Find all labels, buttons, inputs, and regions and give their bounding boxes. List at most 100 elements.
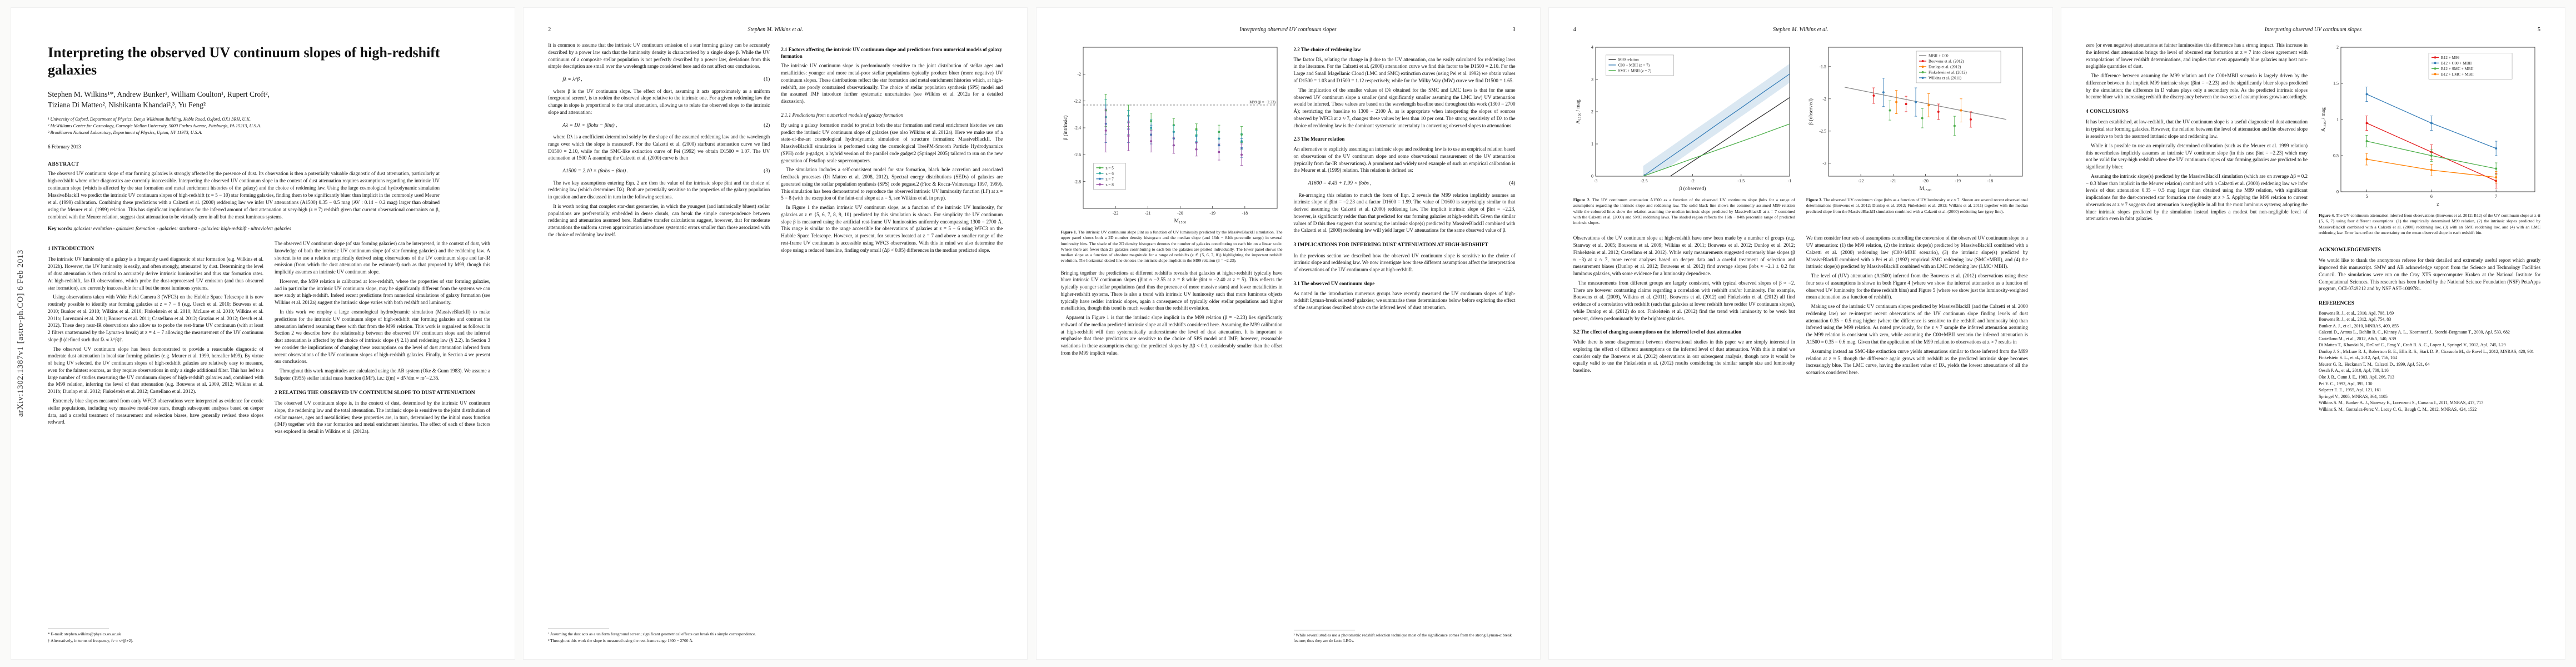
svg-text:-2: -2 [1077, 72, 1081, 77]
page-number: 2 [548, 27, 551, 33]
figure-label: Figure 3. [1806, 197, 1823, 202]
section-heading: 2 RELATING THE OBSERVED UV CONTINUUM SLO… [275, 390, 475, 396]
paragraph: The observed UV continuum slope (of star… [275, 241, 490, 275]
paragraph: While it is possible to use an empirical… [2086, 142, 2308, 170]
svg-text:z = 6: z = 6 [1105, 171, 1114, 176]
svg-text:6: 6 [2430, 194, 2433, 199]
authors-line-2: Tiziana Di Matteo², Nishikanta Khandai²,… [48, 101, 206, 109]
svg-text:M99 (β = −2.23): M99 (β = −2.23) [1249, 100, 1276, 104]
running-head: 2 Stephen M. Wilkins et al. [548, 27, 1003, 35]
paragraph: While there is some disagreement between… [1573, 339, 1795, 374]
running-head: 4 Stephen M. Wilkins et al. [1573, 27, 2028, 35]
running-head: Interpreting observed UV continuum slope… [2086, 27, 2540, 35]
reference-entry: Castellano M., et al., 2012, A&A, 540, A… [2319, 336, 2396, 341]
affiliation: ² McWilliams Center for Cosmology, Carne… [48, 123, 261, 129]
running-title: Stephen M. Wilkins et al. [748, 27, 803, 33]
svg-text:-18: -18 [1987, 178, 1993, 183]
paragraph: Assuming the intrinsic slope(s) predicte… [2086, 173, 2308, 222]
svg-text:SMC + MBII (z = 7): SMC + MBII (z = 7) [1618, 68, 1651, 73]
paragraph: The observed UV continuum slope has been… [48, 346, 263, 395]
svg-text:-2: -2 [1691, 178, 1695, 183]
svg-text:β (intrinsic): β (intrinsic) [1063, 116, 1069, 141]
spacer [48, 428, 263, 624]
equation-body: Aλ = Dλ × (βobs − βint) , [562, 122, 617, 128]
subsection-heading: 3.1 The observed UV continuum slope [1293, 280, 1375, 286]
page4-left-column: Observations of the UV continuum slope a… [1573, 235, 1795, 645]
svg-text:4: 4 [1591, 45, 1593, 50]
svg-text:β (observed): β (observed) [1808, 98, 1814, 125]
subsection-heading: 2.1 Factors affecting the intrinsic UV c… [781, 47, 1002, 59]
footnote: ² Throughout this work the slope is meas… [548, 638, 694, 644]
paragraph: However, the M99 relation is calibrated … [275, 278, 490, 306]
section-heading: REFERENCES [2319, 301, 2354, 307]
affiliation: ³ Brookhaven National Laboratory, Depart… [48, 130, 202, 135]
svg-text:-3: -3 [1822, 161, 1826, 166]
paragraph: Apparent in Figure 1 is that the intrins… [1060, 315, 1283, 356]
svg-text:-1: -1 [1787, 178, 1791, 183]
paragraph: It is common to assume that the intrinsi… [548, 42, 770, 69]
svg-text:-1.5: -1.5 [1737, 178, 1745, 183]
page3-left-column: -22 -21 -20 -19 -18 -2.8 -2.6 -2.4 -2.2 -2 M₁₅₀₀ β … [1061, 42, 1283, 645]
svg-text:A₁₅₀₀ / mag: A₁₅₀₀ / mag [1576, 99, 1581, 124]
svg-text:-22: -22 [1858, 178, 1864, 183]
paragraph: The simulation includes a self-consisten… [781, 167, 1003, 201]
svg-text:MBII + C00: MBII + C00 [1929, 53, 1949, 58]
figure-2-chart: -3 -2.5 -2 -1.5 -1 0 1 2 3 4 β (observed) A₁₅₀₀ / m… [1573, 43, 1795, 194]
svg-text:B12 + SMC + MBII: B12 + SMC + MBII [2441, 67, 2474, 71]
reference-entry: Pei Y. C., 1992, ApJ, 395, 130 [2319, 381, 2373, 386]
date-line: 6 February 2013 [48, 143, 81, 150]
reference-entry: Springel V., 2005, MNRAS, 364, 1105 [2319, 394, 2388, 399]
abstract-text: The observed UV continuum slope of star … [48, 170, 440, 220]
section-heading: 1 INTRODUCTION [48, 246, 94, 252]
paragraph: Making use of the intrinsic UV continuum… [1806, 303, 2028, 345]
paragraph: The level of (UV) attenuation (A1500) in… [1806, 273, 2028, 300]
reference-entry: Wilkins S. M., Gonzalez-Perez V., Lacey … [2319, 406, 2477, 412]
equation-number: (2) [764, 122, 770, 128]
svg-text:-21: -21 [1890, 178, 1896, 183]
page-1: arXiv:1302.1387v1 [astro-ph.CO] 6 Feb 20… [11, 7, 515, 660]
arxiv-stamp-text: arXiv:1302.1387v1 [astro-ph.CO] 6 Feb 20… [16, 250, 25, 417]
svg-text:-20: -20 [1177, 211, 1183, 216]
equation-number: (1) [764, 77, 770, 83]
svg-text:β (observed): β (observed) [1679, 186, 1706, 192]
figure-caption: Figure 1. The intrinsic UV continuum slo… [1060, 230, 1283, 263]
figure-row: -3 -2.5 -2 -1.5 -1 0 1 2 3 4 β (observed) A₁₅₀₀ / m… [1573, 42, 2028, 231]
paragraph: Extremely blue slopes measured from earl… [48, 398, 263, 425]
svg-text:-2.8: -2.8 [1074, 179, 1081, 184]
equation-body: A1500 = 2.10 × (βobs − βint) . [562, 168, 629, 175]
equation: Aλ = Dλ × (βobs − βint) , (2) [548, 122, 770, 130]
figure-4-chart: 5 6 7 0 0.5 1 1.5 2 z A₁₅₀₀ / mag B12 + M99 B12 + C… [2319, 43, 2540, 210]
reference-entry: Bouwens R. J., et al., 2012, ApJ, 754, 8… [2319, 317, 2391, 322]
page-5: Interpreting observed UV continuum slope… [2061, 7, 2565, 660]
figure-label: Figure 1. [1060, 230, 1078, 235]
paragraph: Re-arranging this relation to match the … [1293, 192, 1516, 233]
paragraph: where Dλ is a coefficient determined sol… [548, 134, 770, 161]
svg-text:Bouwens et al. (2012): Bouwens et al. (2012) [1929, 59, 1964, 63]
affiliations: ¹ University of Oxford, Department of Ph… [48, 116, 490, 136]
paragraph: We would like to thank the anonymous ref… [2319, 257, 2540, 292]
section-heading: ACKNOWLEDGEMENTS [2319, 247, 2381, 253]
paragraph: The two key assumptions entering Eqn. 2 … [548, 180, 770, 200]
svg-text:-2.4: -2.4 [1074, 126, 1081, 131]
figure-caption: Figure 3. The observed UV continuum slop… [1806, 197, 2028, 214]
svg-text:-2.5: -2.5 [1819, 128, 1826, 133]
svg-text:7: 7 [2495, 194, 2497, 199]
paragraph: It has been established, at low-redshift… [2086, 119, 2308, 139]
page2-right-column: 2.1 Factors affecting the intrinsic UV c… [781, 42, 1003, 645]
equation-number: (4) [1509, 181, 1516, 187]
equation-body: A1600 = 4.43 + 1.99 × βobs , [1308, 181, 1372, 187]
paragraph: By using a galaxy formation model to pre… [781, 122, 1003, 163]
svg-text:-3: -3 [1593, 178, 1597, 183]
paragraph: The intrinsic UV luminosity of a galaxy … [48, 256, 263, 291]
svg-text:5: 5 [2366, 194, 2368, 199]
paragraph: In this work we employ a large cosmologi… [275, 309, 490, 365]
svg-text:B12 + M99: B12 + M99 [2441, 56, 2460, 60]
svg-text:-2: -2 [1822, 96, 1826, 101]
svg-text:-2.2: -2.2 [1074, 98, 1081, 103]
svg-text:1: 1 [1591, 142, 1593, 147]
svg-text:1.5: 1.5 [2333, 81, 2339, 86]
subsection-heading: 3.2 The effect of changing assumptions o… [1573, 329, 1742, 335]
svg-text:-22: -22 [1112, 211, 1118, 216]
reference-entry: Bunker A. J., et al., 2010, MNRAS, 409, … [2319, 323, 2399, 328]
svg-text:M99 relation: M99 relation [1618, 57, 1639, 62]
